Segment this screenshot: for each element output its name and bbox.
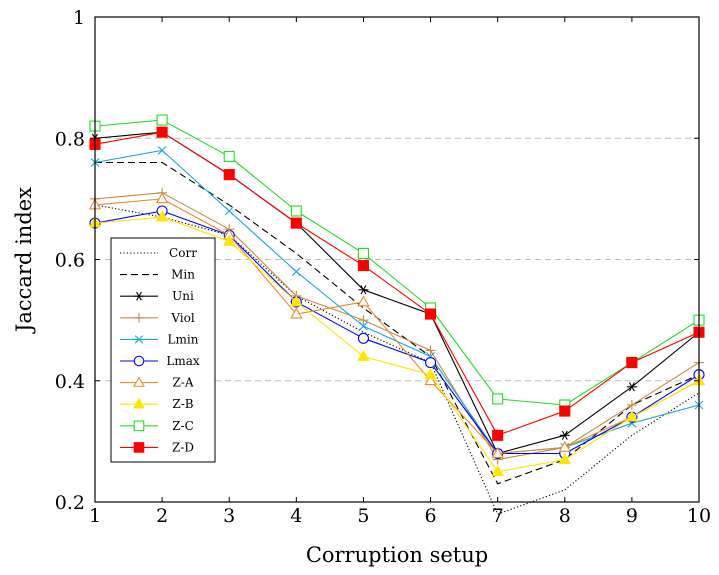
data-point-z-d	[492, 429, 504, 441]
axis-ticks: 1 2 3 4 5 6 7 8 9 10 0.2 0.4 0.6 0.8 1	[55, 7, 711, 527]
x-tick-label: 2	[156, 505, 168, 527]
data-point-uni	[559, 430, 570, 440]
series-line-z-a	[94, 198, 700, 455]
legend-label-z-a: Z-A	[172, 376, 193, 390]
data-point-z-d	[626, 357, 638, 369]
data-point-lmin	[157, 145, 167, 155]
data-point-z-a	[290, 307, 303, 319]
x-tick-label: 1	[89, 505, 101, 527]
x-tick-label: 5	[357, 505, 369, 527]
legend-label-viol: Viol	[170, 311, 195, 325]
data-point-z-d	[357, 260, 369, 272]
data-point-viol	[425, 345, 436, 356]
legend-label-lmax: Lmax	[166, 354, 200, 368]
series-line-corr	[94, 204, 700, 515]
data-point-uni	[358, 285, 369, 295]
data-point-viol	[358, 315, 369, 326]
legend-label-corr: Corr	[169, 246, 197, 260]
series-lines	[88, 114, 706, 515]
legend-box	[110, 237, 216, 463]
legend-marker-lmin	[134, 335, 144, 344]
data-point-z-d	[290, 217, 302, 229]
series-line-viol	[94, 192, 700, 461]
legend-label-lmin: Lmin	[168, 332, 199, 346]
data-point-z-b	[223, 234, 236, 246]
data-point-z-b	[424, 368, 437, 380]
data-point-z-a	[424, 374, 437, 386]
y-tick-label: 0.2	[55, 492, 85, 514]
x-tick-label: 10	[687, 505, 711, 527]
data-point-uni	[626, 382, 637, 392]
series-corr	[94, 204, 700, 515]
legend-label-z-b: Z-B	[172, 397, 193, 411]
series-line-z-d	[94, 131, 700, 436]
data-point-lmin	[359, 321, 368, 331]
series-line-min	[95, 161, 700, 485]
data-point-z-b	[290, 295, 303, 307]
data-point-z-c	[492, 393, 504, 405]
data-point-z-d	[559, 405, 571, 417]
legend-marker-z-a	[133, 376, 145, 387]
data-point-z-b	[491, 465, 504, 477]
series-line-lmax	[94, 210, 700, 455]
data-point-z-a	[491, 446, 504, 458]
legend-marker-uni	[134, 291, 144, 301]
data-point-z-a	[155, 192, 169, 204]
series-line-z-b	[94, 216, 700, 473]
data-point-z-c	[223, 150, 235, 162]
x-tick-label: 6	[425, 505, 437, 527]
y-tick-label: 0.6	[55, 250, 85, 272]
data-point-z-c	[290, 205, 302, 217]
x-tick-label: 7	[492, 505, 504, 527]
legend-marker-z-c	[133, 420, 145, 432]
legend-marker-viol	[134, 313, 144, 323]
y-tick-label: 0.4	[55, 371, 85, 393]
legend-label-uni: Uni	[172, 289, 194, 303]
x-tick-label: 8	[559, 505, 571, 527]
legend-marker-lmax	[133, 355, 145, 367]
data-point-lmax	[425, 357, 437, 369]
legend-marker-z-b	[133, 397, 145, 409]
data-point-lmax	[357, 332, 369, 344]
x-axis-title: Corruption setup	[306, 543, 488, 567]
data-point-z-d	[156, 126, 168, 138]
legend-marker-z-d	[133, 442, 145, 453]
data-point-z-a	[558, 440, 571, 452]
y-axis-title: Jaccard index	[12, 187, 36, 334]
x-tick-label: 9	[626, 505, 638, 527]
data-point-z-a	[357, 295, 370, 307]
data-point-lmin	[224, 206, 234, 216]
series-line-z-c	[94, 119, 700, 406]
legend-label-z-d: Z-D	[172, 440, 194, 454]
legend: Corr Min Uni Viol Lmin Lmax Z-A Z-B Z-C Z-D	[110, 237, 216, 463]
x-tick-label: 3	[223, 505, 235, 527]
data-point-viol	[626, 400, 637, 410]
data-point-lmin	[291, 267, 301, 277]
data-point-z-b	[625, 410, 639, 422]
data-point-z-b	[155, 210, 169, 222]
data-point-z-d	[425, 308, 437, 320]
y-tick-label: 0.8	[55, 128, 85, 150]
data-point-z-b	[558, 452, 571, 464]
series-min	[95, 161, 700, 485]
data-point-z-b	[357, 349, 370, 361]
y-tick-label: 1	[73, 7, 85, 29]
legend-label-z-c: Z-C	[172, 419, 194, 433]
x-tick-label: 4	[290, 505, 302, 527]
data-point-z-c	[357, 247, 369, 259]
data-point-z-c	[156, 114, 168, 126]
legend-label-min: Min	[171, 268, 195, 282]
data-point-z-d	[223, 169, 235, 181]
